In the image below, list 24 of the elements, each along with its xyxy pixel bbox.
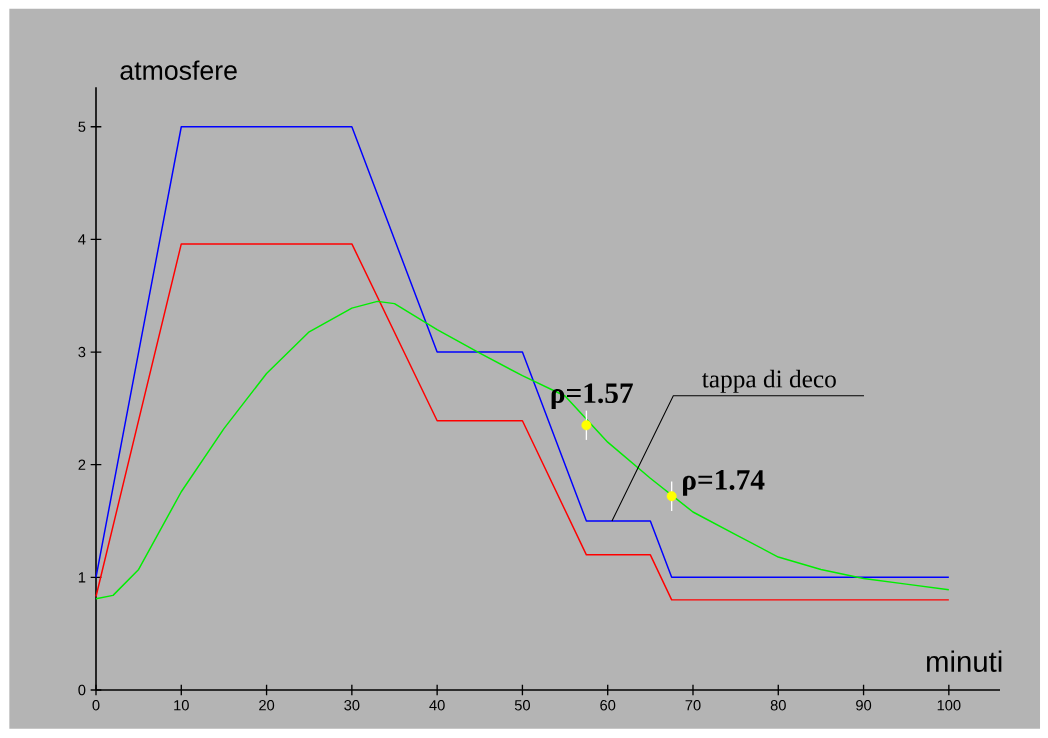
y-tick-label: 2 <box>78 459 86 470</box>
x-tick-label: 100 <box>937 700 961 711</box>
y-axis-title: atmosfere <box>120 60 237 80</box>
x-tick-label: 50 <box>514 700 530 711</box>
x-tick-label: 30 <box>344 700 360 711</box>
x-tick-label: 80 <box>770 700 786 711</box>
x-axis-title: minuti <box>927 650 1002 672</box>
x-tick-label: 70 <box>685 700 701 711</box>
x-tick-label: 60 <box>600 700 616 711</box>
line-series <box>95 126 950 579</box>
x-tick-label: 40 <box>429 700 445 711</box>
y-tick-label: 0 <box>78 684 86 696</box>
annotation: ρ=1.74 <box>683 470 765 496</box>
y-tick-label: 5 <box>78 121 86 132</box>
annotation: tappa di deco <box>702 369 836 393</box>
y-tick-label: 3 <box>78 346 86 358</box>
x-tick-label: 90 <box>856 700 872 711</box>
x-tick-label: 0 <box>92 700 100 711</box>
y-tick-label: 1 <box>78 572 86 583</box>
x-tick-label: 10 <box>174 700 189 711</box>
x-tick-label: 20 <box>259 700 275 711</box>
line-series <box>95 300 950 600</box>
y-tick-label: 4 <box>78 234 86 245</box>
line-series <box>95 243 950 601</box>
